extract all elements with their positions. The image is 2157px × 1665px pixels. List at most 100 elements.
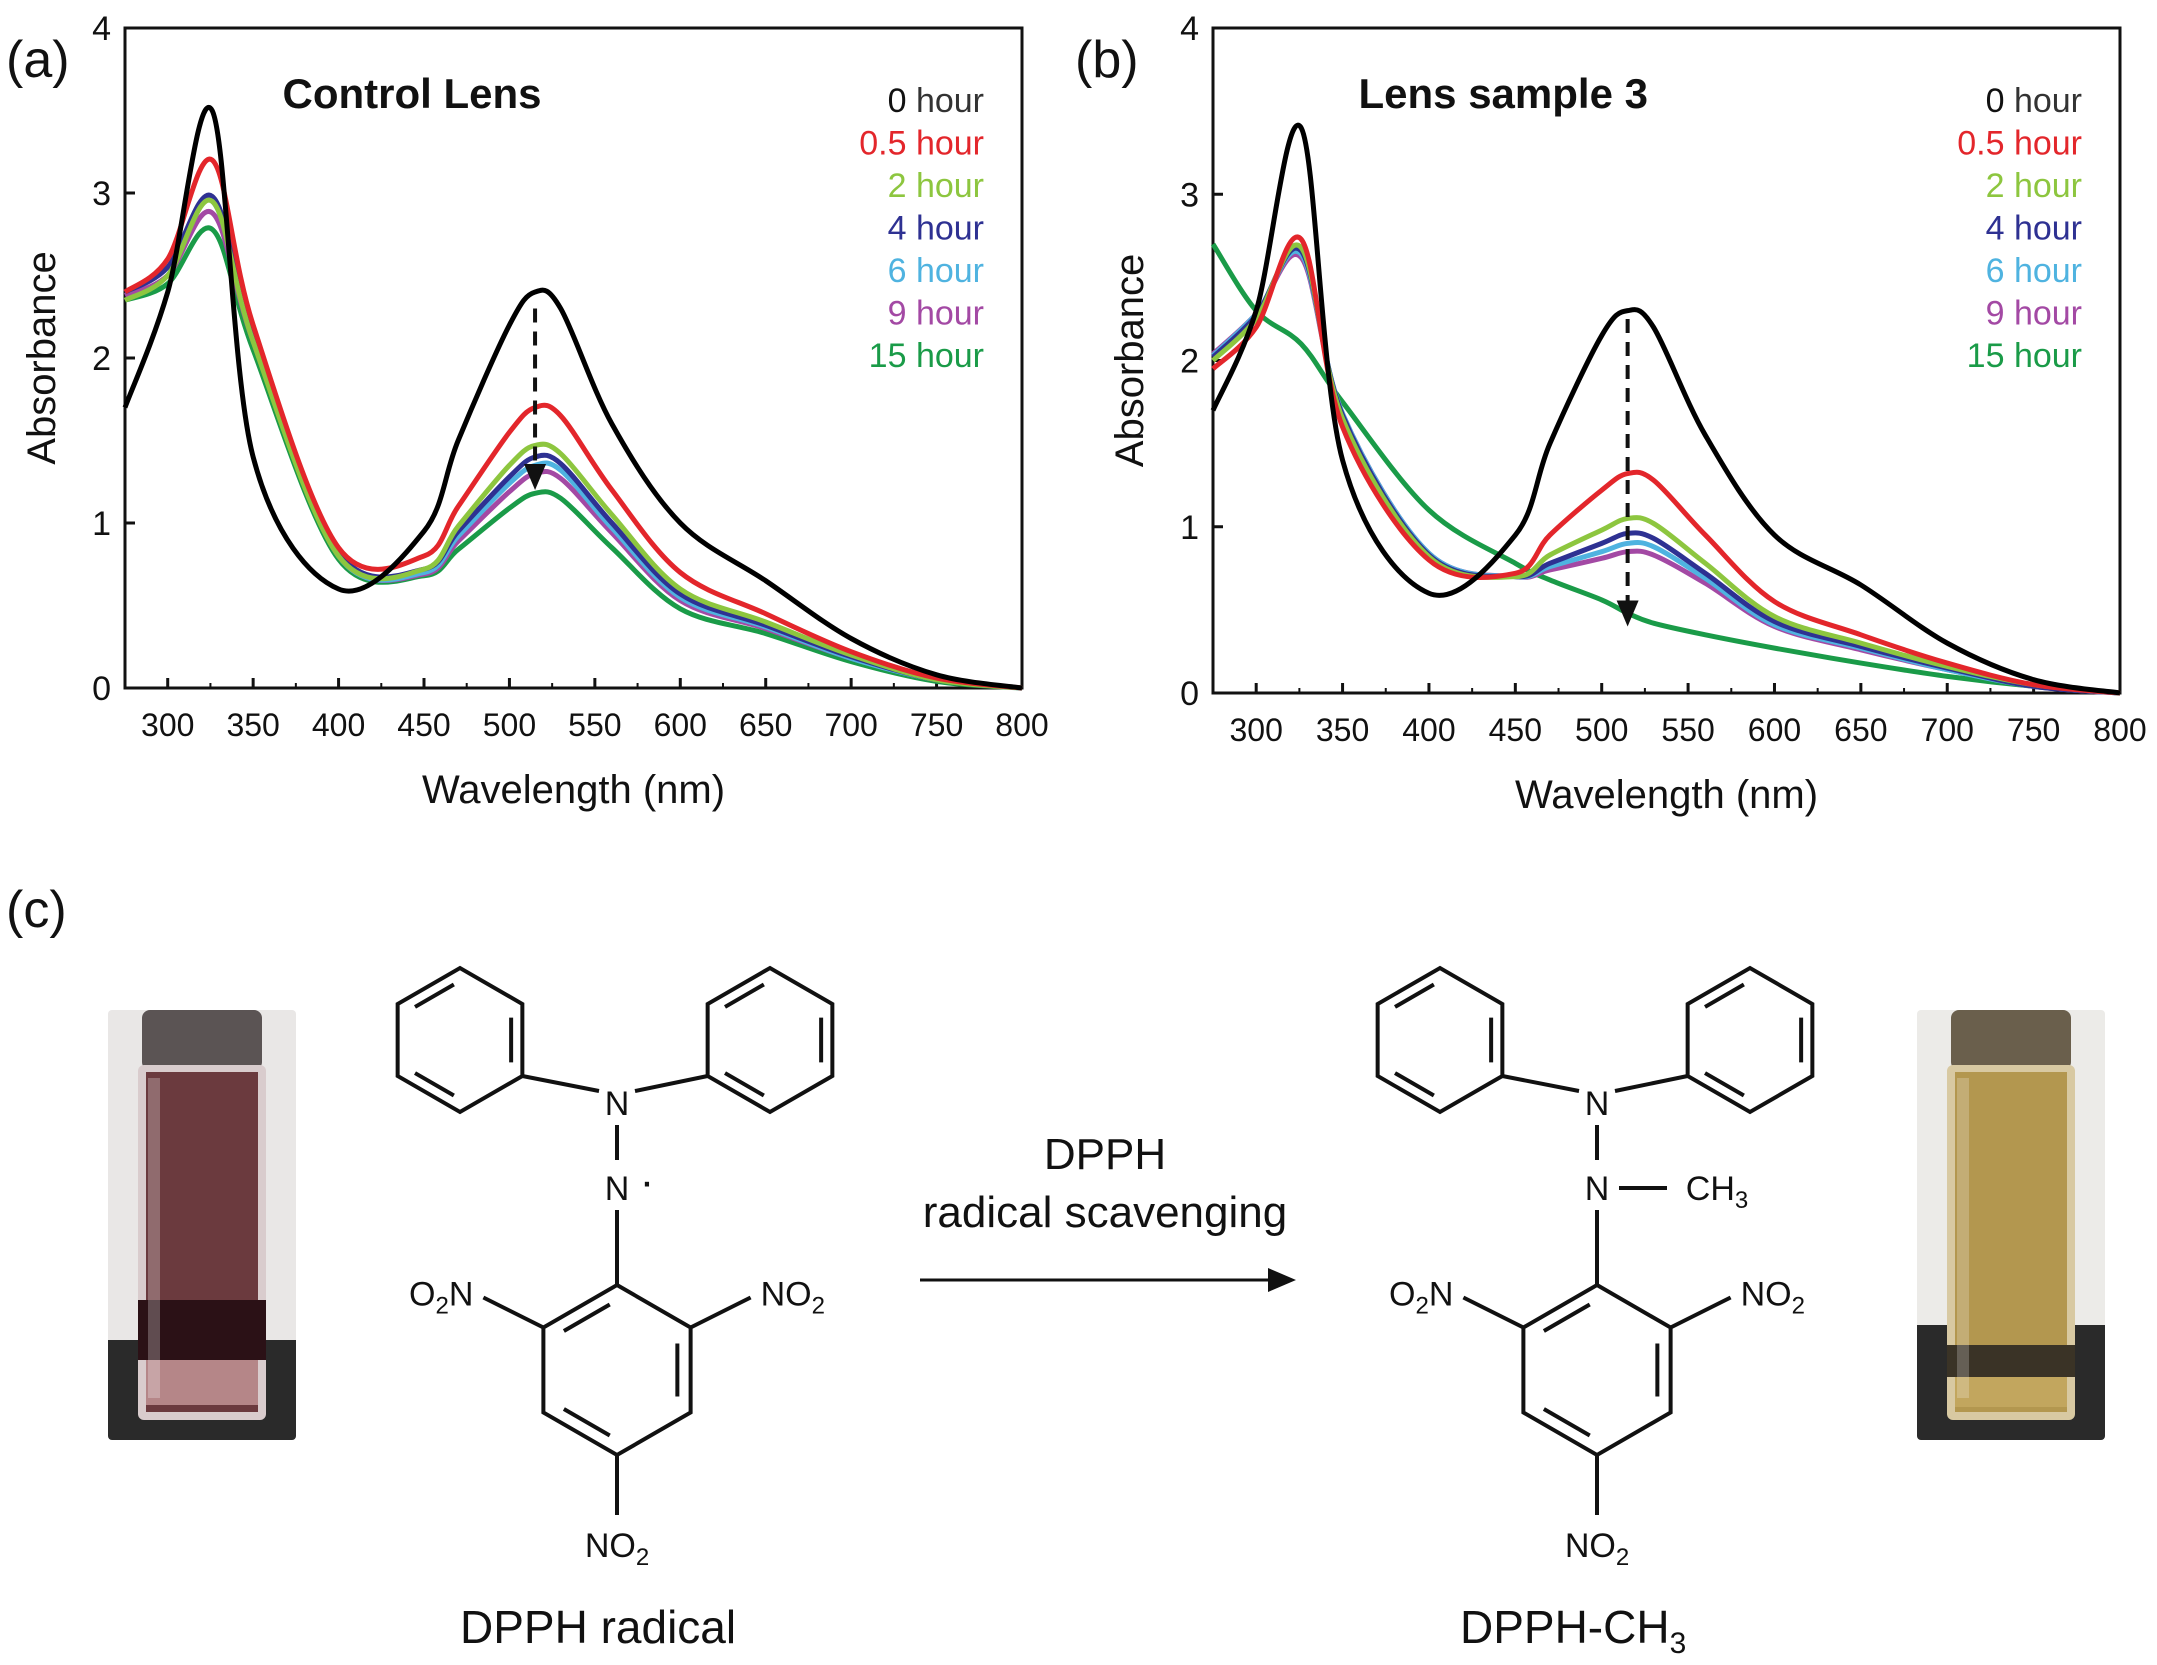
legend-entry: 0.5 hour: [859, 125, 984, 163]
chart-title: Lens sample 3: [1359, 70, 1648, 117]
panel-label-c: (c): [6, 881, 67, 939]
x-tick-label: 650: [739, 707, 792, 743]
double-bond: [414, 1071, 455, 1098]
double-bond: [1394, 982, 1435, 1009]
product-caption: DPPH-CH3: [1460, 1600, 1686, 1661]
x-tick-label: 400: [1402, 712, 1455, 748]
panel-label-b: (b): [1075, 31, 1139, 89]
reaction-arrow: [920, 1268, 1296, 1292]
nitro-group-left: O2N: [409, 1276, 473, 1320]
x-tick-label: 700: [824, 707, 877, 743]
x-tick-label: 600: [654, 707, 707, 743]
x-tick-label: 650: [1834, 712, 1887, 748]
reactant-caption: DPPH radical: [460, 1601, 737, 1653]
reaction-label-line1: DPPH: [1043, 1130, 1167, 1179]
nitrogen-atom: N: [1585, 1085, 1610, 1123]
double-bond: [1542, 1407, 1591, 1438]
series-line-0-hour: [122, 104, 1023, 691]
y-tick-label: 4: [1180, 10, 1199, 48]
bond: [634, 1074, 709, 1093]
chart-title: Control Lens: [283, 70, 542, 117]
y-tick-label: 1: [92, 505, 111, 543]
series-line-0-hour: [1210, 122, 2121, 696]
legend-entry: 9 hour: [888, 295, 984, 333]
x-tick-label: 600: [1748, 712, 1801, 748]
double-bond: [1704, 1071, 1745, 1098]
double-bond: [1394, 1071, 1435, 1098]
y-axis-label: Absorbance: [1108, 254, 1152, 467]
bond: [1669, 1295, 1732, 1330]
y-tick-label: 1: [1180, 509, 1199, 547]
double-bond: [724, 982, 765, 1009]
product-caption-main: DPPH-CH: [1460, 1601, 1670, 1653]
absorbance-charts: 300 350 400 450 500 550 600 650 700 750 800 0 1 2 3 4 Wa…: [20, 10, 2147, 817]
x-tick-label: 500: [1575, 712, 1628, 748]
cuvette-photo-yellow: [1917, 1010, 2105, 1440]
bond: [1614, 1074, 1689, 1093]
x-tick-label: 350: [226, 707, 279, 743]
nitro-group-right: NO2: [761, 1276, 825, 1320]
double-bond: [562, 1407, 611, 1438]
legend-entry: 0.5 hour: [1957, 125, 2082, 163]
x-tick-label: 550: [568, 707, 621, 743]
nitrogen-atom: N: [1585, 1170, 1610, 1208]
dashed-arrow-head: [1616, 600, 1639, 627]
legend-entry: 9 hour: [1986, 295, 2082, 333]
benzene-ring: [541, 1282, 693, 1458]
legend-entry: 4 hour: [888, 210, 984, 248]
legend-entry: 0 hour: [888, 82, 984, 120]
x-tick-label: 700: [1921, 712, 1974, 748]
x-tick-label: 400: [312, 707, 365, 743]
y-tick-label: 4: [92, 10, 111, 48]
x-tick-label: 800: [995, 707, 1048, 743]
x-tick-label: 300: [141, 707, 194, 743]
legend-entry: 15 hour: [1967, 337, 2082, 375]
benzene-ring: [1685, 965, 1815, 1115]
y-axis-label: Absorbance: [20, 251, 64, 464]
chart-a: 300 350 400 450 500 550 600 650 700 750 800 0 1 2 3 4 Wa…: [20, 10, 1049, 812]
legend-entry: 2 hour: [888, 167, 984, 205]
benzene-ring: [705, 965, 835, 1115]
bond: [689, 1295, 752, 1330]
x-tick-label: 800: [2093, 712, 2146, 748]
legend-entry: 0 hour: [1986, 82, 2082, 120]
x-tick-label: 750: [2007, 712, 2060, 748]
nitrogen-atom: N: [605, 1085, 630, 1123]
double-bond: [1704, 982, 1745, 1009]
chart-b: 300 350 400 450 500 550 600 650 700 750 800 0 1 2 3 4 Wa…: [1108, 10, 2147, 817]
dpph-radical-structure: [395, 965, 835, 1515]
legend-entry: 2 hour: [1986, 167, 2082, 205]
y-tick-label: 3: [1180, 176, 1199, 214]
methyl-group: CH3: [1686, 1170, 1748, 1214]
double-bond: [1542, 1302, 1591, 1333]
dpph-ch3-structure: [1375, 965, 1815, 1515]
x-tick-label: 350: [1316, 712, 1369, 748]
x-axis-label: Wavelength (nm): [1515, 773, 1818, 817]
benzene-ring: [1521, 1282, 1673, 1458]
x-tick-label: 450: [1489, 712, 1542, 748]
y-tick-label: 2: [92, 340, 111, 378]
cuvette-photo-purple: [108, 1010, 296, 1440]
panel-label-a: (a): [6, 31, 70, 89]
double-bond: [414, 982, 455, 1009]
double-bond: [724, 1071, 765, 1098]
reaction-label-line2: radical scavenging: [922, 1188, 1288, 1237]
double-bond: [562, 1302, 611, 1333]
y-tick-label: 0: [92, 670, 111, 708]
nitro-group-bottom: NO2: [585, 1527, 649, 1571]
bond: [1462, 1295, 1525, 1330]
product-caption-sub: 3: [1669, 1627, 1687, 1661]
nitro-group-bottom: NO2: [1565, 1527, 1629, 1571]
x-axis-label: Wavelength (nm): [422, 768, 725, 812]
radical-dot: ·: [640, 1157, 655, 1206]
x-tick-label: 500: [483, 707, 536, 743]
y-tick-label: 3: [92, 175, 111, 213]
nitro-group-left: O2N: [1389, 1276, 1453, 1320]
bond: [1501, 1074, 1580, 1093]
x-tick-label: 450: [397, 707, 450, 743]
bond: [482, 1295, 545, 1330]
nitro-group-right: NO2: [1741, 1276, 1805, 1320]
bond: [521, 1074, 600, 1093]
